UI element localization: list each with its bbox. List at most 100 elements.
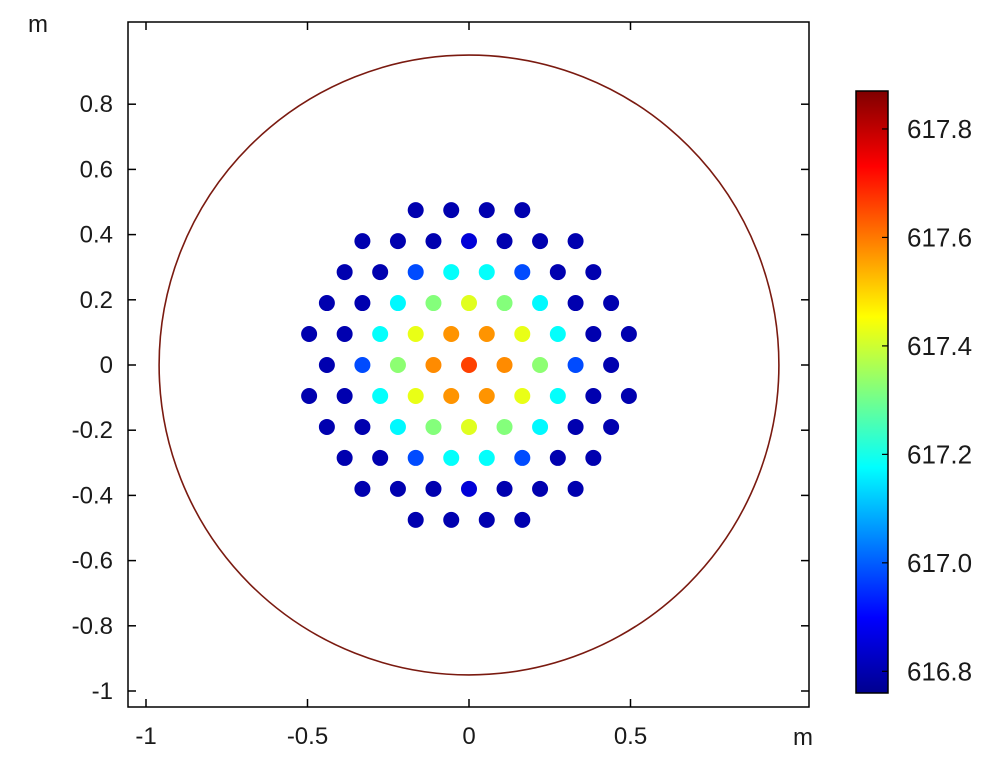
data-point [585, 326, 602, 343]
data-point [585, 387, 602, 404]
data-point [443, 449, 460, 466]
data-point [532, 233, 549, 250]
x-tick-label: -0.5 [287, 723, 328, 750]
data-point [372, 387, 389, 404]
data-point [407, 387, 424, 404]
y-tick-label: 0.6 [80, 156, 113, 183]
data-point [389, 480, 406, 497]
data-point [567, 357, 584, 373]
data-point [336, 387, 353, 404]
data-point [372, 326, 389, 343]
y-tick-label: 0.2 [80, 287, 113, 314]
y-tick-label: 0.4 [80, 222, 113, 249]
data-point [301, 387, 318, 404]
data-point [532, 480, 549, 497]
data-point [407, 449, 424, 466]
data-point [603, 295, 620, 312]
data-point [318, 295, 335, 312]
data-point [443, 326, 460, 343]
data-point [443, 264, 460, 281]
colorbar-ticks [882, 128, 888, 672]
data-point [389, 357, 406, 373]
data-point [354, 418, 371, 435]
data-point [514, 511, 531, 528]
data-point [549, 326, 566, 343]
data-point [443, 202, 460, 219]
data-point [407, 511, 424, 528]
boundary-circle [158, 54, 780, 676]
y-tick-label: -0.6 [72, 548, 113, 575]
data-point [425, 233, 442, 250]
colorbar-tick-label: 616.8 [907, 656, 972, 686]
colorbar-tick-label: 617.6 [907, 222, 972, 252]
data-point [478, 326, 495, 343]
data-point [354, 480, 371, 497]
data-point [549, 264, 566, 281]
data-point [461, 357, 477, 373]
data-point [532, 418, 549, 435]
data-point [461, 295, 477, 312]
data-point [461, 480, 477, 497]
data-point [478, 202, 495, 219]
data-point [514, 264, 531, 281]
y-axis-tick-labels: 0.8 0.6 0.4 0.2 0 -0.2 -0.4 -0.6 -0.8 -1 [72, 91, 113, 705]
data-point [425, 357, 442, 373]
y-tick-label: -0.4 [72, 482, 113, 509]
data-point [567, 295, 584, 312]
data-point [496, 233, 513, 250]
data-point [354, 357, 371, 373]
colorbar-tick-label: 617.0 [907, 548, 972, 578]
x-axis-unit-label: m [793, 724, 813, 751]
x-tick-label: 0.5 [614, 723, 647, 750]
colorbar-tick-labels: 617.8 617.6 617.4 617.2 617.0 616.8 [907, 114, 972, 686]
data-point [496, 295, 513, 312]
colorbar-tick-label: 617.4 [907, 331, 972, 361]
data-point [496, 357, 513, 373]
data-point [514, 326, 531, 343]
data-point [389, 295, 406, 312]
data-point [496, 418, 513, 435]
colorbar-tick-label: 617.8 [907, 114, 972, 144]
colorbar [855, 90, 889, 694]
data-point [478, 264, 495, 281]
data-point [425, 295, 442, 312]
data-point [532, 357, 549, 373]
data-point [620, 326, 637, 343]
x-axis-tick-labels: -1 -0.5 0 0.5 [135, 723, 647, 750]
y-tick-label: 0.8 [80, 91, 113, 118]
data-point [318, 357, 335, 373]
data-point [567, 233, 584, 250]
data-point [425, 418, 442, 435]
data-point [389, 233, 406, 250]
data-point [603, 357, 620, 373]
data-point [354, 233, 371, 250]
data-point [443, 511, 460, 528]
data-point [478, 387, 495, 404]
data-point [603, 418, 620, 435]
data-point [389, 418, 406, 435]
data-point [318, 418, 335, 435]
data-point [407, 202, 424, 219]
data-point [567, 418, 584, 435]
y-axis-unit-label: m [28, 11, 48, 38]
data-point [585, 264, 602, 281]
y-axis-ticks [128, 103, 809, 692]
data-point [496, 480, 513, 497]
colorbar-tick-label: 617.2 [907, 439, 972, 469]
data-point [372, 449, 389, 466]
x-tick-label: 0 [462, 723, 475, 750]
data-point [461, 233, 477, 250]
y-tick-label: -0.2 [72, 417, 113, 444]
data-point [354, 295, 371, 312]
data-point [585, 449, 602, 466]
y-tick-label: 0 [100, 352, 113, 379]
data-point [549, 387, 566, 404]
data-point [478, 511, 495, 528]
data-point [549, 449, 566, 466]
data-point [336, 264, 353, 281]
data-point [372, 264, 389, 281]
y-tick-label: -1 [92, 678, 113, 705]
data-point [336, 326, 353, 343]
data-point [532, 295, 549, 312]
